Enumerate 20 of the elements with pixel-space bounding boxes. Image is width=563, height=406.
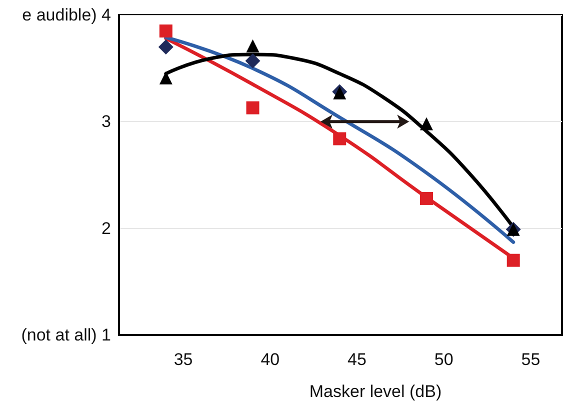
y-tick-label: (not at all) 1 xyxy=(21,326,111,344)
x-axis-title: Masker level (dB) xyxy=(309,382,442,401)
point xyxy=(506,254,520,267)
point xyxy=(159,24,172,38)
point xyxy=(159,71,172,84)
y-tick-label: 2 xyxy=(102,218,111,238)
point xyxy=(333,132,346,146)
y-tick-label: e audible) 4 xyxy=(22,6,111,24)
point xyxy=(420,117,433,130)
x-tick-label: 55 xyxy=(521,350,540,369)
point xyxy=(246,101,260,114)
point xyxy=(158,40,174,54)
point xyxy=(245,53,260,68)
y-tick-label: 3 xyxy=(102,112,111,132)
x-tick-label: 35 xyxy=(174,350,193,369)
x-tick-label: 50 xyxy=(434,350,454,369)
x-tick-label: 40 xyxy=(260,350,280,369)
point xyxy=(246,39,260,52)
x-tick-label: 45 xyxy=(348,350,366,369)
point xyxy=(420,192,433,205)
